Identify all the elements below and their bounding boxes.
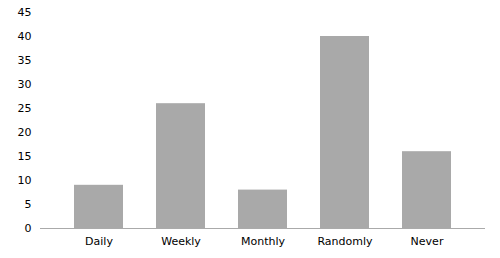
svg-text:Daily: Daily <box>85 235 113 248</box>
svg-text:45: 45 <box>18 6 32 19</box>
svg-text:25: 25 <box>18 102 32 115</box>
svg-text:Randomly: Randomly <box>317 235 373 248</box>
svg-text:Weekly: Weekly <box>161 235 201 248</box>
svg-text:0: 0 <box>25 222 32 235</box>
svg-text:30: 30 <box>18 78 32 91</box>
svg-text:20: 20 <box>18 126 32 139</box>
svg-text:Never: Never <box>411 235 444 248</box>
svg-text:40: 40 <box>18 30 32 43</box>
svg-text:35: 35 <box>18 54 32 67</box>
svg-text:10: 10 <box>18 174 32 187</box>
svg-text:5: 5 <box>25 198 32 211</box>
svg-text:15: 15 <box>18 150 32 163</box>
svg-text:Monthly: Monthly <box>241 235 286 248</box>
